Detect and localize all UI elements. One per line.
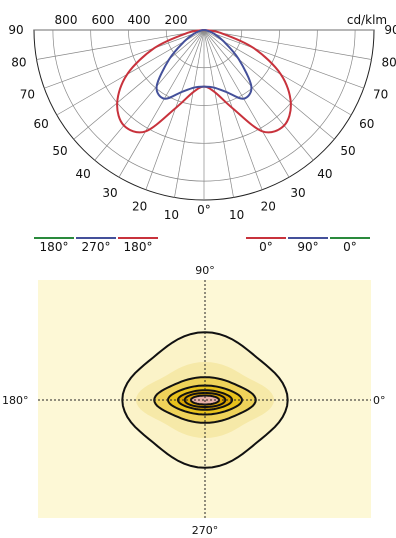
legend-label: 180° [40, 240, 69, 254]
polar-grid-spoke [36, 29, 205, 60]
polar-angle-label-left: 10 [164, 208, 179, 222]
polar-angle-label-right: 50 [340, 144, 355, 158]
polar-angle-label-left: 70 [20, 87, 35, 101]
legend-label: 180° [124, 240, 153, 254]
polar-curve-c90-c270 [155, 29, 253, 100]
polar-grid-spoke [203, 29, 314, 161]
isolux-contour [183, 392, 227, 408]
polar-angle-label-left: 20 [132, 200, 147, 214]
polar-grid-spoke [203, 29, 290, 178]
legend-label: 90° [297, 240, 318, 254]
polar-angle-label-right: 40 [317, 167, 332, 181]
isolux-diagram: 90° 270° 180° 0° [2, 264, 386, 537]
polar-grid-spoke [203, 29, 352, 116]
polar-angle-label-left: 50 [52, 144, 67, 158]
polar-grid-spoke [203, 29, 364, 89]
polar-angle-label-right: 30 [290, 186, 305, 200]
polar-radial-tick-label: 800 [55, 13, 78, 27]
polar-radial-tick-label: 600 [92, 13, 115, 27]
polar-radial-tick-label: 200 [165, 13, 188, 27]
polar-curves [116, 29, 292, 134]
legend-label: 0° [259, 240, 273, 254]
polar-angle-label-right: 20 [261, 200, 276, 214]
polar-grid-spoke [203, 29, 335, 140]
polar-grid-spoke [174, 29, 205, 198]
polar-grid-spoke [203, 29, 372, 60]
polar-angle-label-left: 40 [76, 167, 91, 181]
polar-grid-spoke [118, 29, 205, 178]
unit-label: cd/klm [347, 13, 387, 27]
polar-radial-tick-label: 400 [128, 13, 151, 27]
polar-angle-label-right: 90 [384, 23, 396, 37]
polar-grid-spoke [44, 29, 205, 89]
polar-angle-label-right: 10 [229, 208, 244, 222]
polar-grid [33, 29, 375, 201]
polar-angle-label-left: 80 [11, 56, 26, 70]
polar-grid-spoke [73, 29, 205, 140]
isolux-label-right: 0° [373, 394, 386, 407]
polar-angle-label-left: 60 [34, 117, 49, 131]
isolux-label-left: 180° [2, 394, 29, 407]
polar-angle-label-left: 90 [8, 23, 23, 37]
legend-label: 0° [343, 240, 357, 254]
polar-grid-spoke [56, 29, 205, 116]
polar-angle-label-right: 60 [359, 117, 374, 131]
polar-grid-spoke [94, 29, 205, 161]
polar-angle-label-left: 30 [102, 186, 117, 200]
isolux-contour [176, 389, 234, 411]
polar-grid-spoke [203, 29, 234, 198]
polar-angle-label-zero: 0° [197, 203, 211, 217]
isolux-label-bottom: 270° [192, 524, 219, 537]
polar-angle-label-right: 80 [382, 56, 396, 70]
polar-angle-label-right: 70 [373, 87, 388, 101]
legend-label: 270° [82, 240, 111, 254]
isolux-label-top: 90° [195, 264, 215, 277]
plane-legend: 180° 270° 180° 0° 90° 0° [34, 237, 370, 254]
